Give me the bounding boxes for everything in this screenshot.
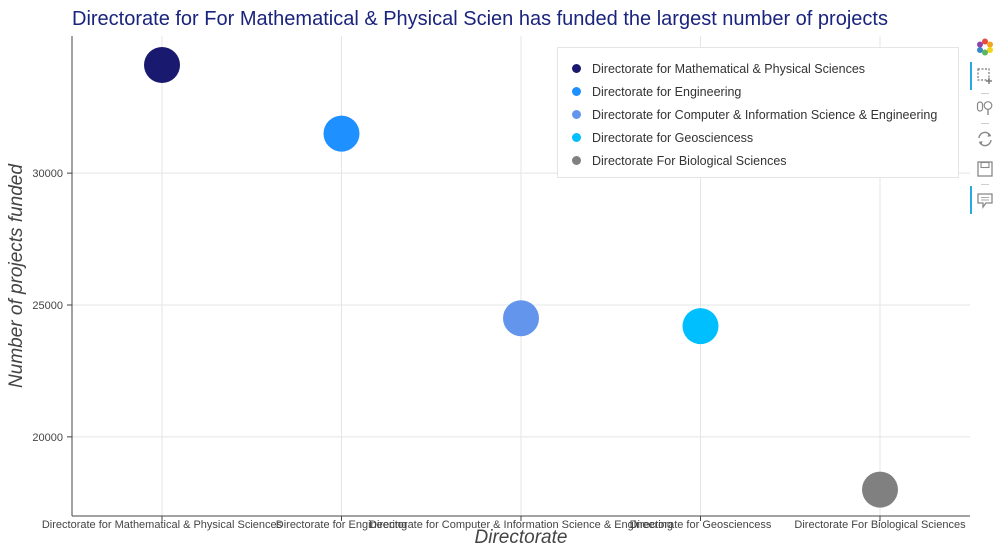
data-point[interactable] [503,300,539,337]
y-tick-label: 30000 [32,168,63,180]
legend-swatch [572,133,581,142]
x-tick-label: Directorate for Engineering [276,519,407,531]
legend-item[interactable]: Directorate for Engineering [572,80,958,103]
legend-swatch [572,156,581,165]
data-point[interactable] [323,115,360,152]
y-tick-label: 25000 [32,300,63,312]
x-tick-label: Directorate for Mathematical & Physical … [42,519,283,531]
x-ticks: Directorate for Mathematical & Physical … [42,516,966,531]
legend-label: Directorate for Geosciencess [592,130,754,145]
toolbar-separator [981,123,989,124]
legend-label: Directorate for Engineering [592,84,742,99]
hover-icon[interactable] [976,192,994,210]
legend-item[interactable]: Directorate for Computer & Information S… [572,103,958,126]
legend-swatch [572,64,581,73]
toolbar-separator [981,93,989,94]
box-zoom-icon[interactable] [976,67,994,85]
data-point[interactable] [682,308,719,345]
wheel-zoom-icon[interactable] [976,99,994,117]
y-ticks: 20000 25000 30000 [32,168,72,444]
y-axis-label: Number of projects funded [6,163,27,388]
x-tick-label: Directorate For Biological Sciences [794,519,966,531]
legend-label: Directorate for Computer & Information S… [592,107,938,122]
legend-item[interactable]: Directorate for Geosciencess [572,126,958,149]
x-axis-label: Directorate [475,527,568,548]
legend-swatch [572,87,581,96]
data-points [144,47,898,508]
legend-item[interactable]: Directorate For Biological Sciences [572,149,958,172]
data-point[interactable] [144,47,180,84]
legend-label: Directorate for Mathematical & Physical … [592,61,866,76]
legend-label: Directorate For Biological Sciences [592,153,787,168]
bokeh-logo-icon[interactable] [976,38,994,56]
x-tick-label: Directorate for Geosciencess [630,519,772,531]
legend-item[interactable]: Directorate for Mathematical & Physical … [572,57,958,80]
legend-swatch [572,110,581,119]
active-tool-indicator [970,62,972,90]
x-tick-label: Directorate for Computer & Information S… [369,519,673,531]
toolbar-separator [981,184,989,185]
y-tick-label: 20000 [32,432,63,444]
legend: Directorate for Mathematical & Physical … [557,47,959,178]
data-point[interactable] [862,471,898,508]
reset-icon[interactable] [976,130,994,148]
save-icon[interactable] [976,160,994,178]
active-tool-indicator [970,186,972,214]
chart-title: Directorate for For Mathematical & Physi… [72,8,888,30]
